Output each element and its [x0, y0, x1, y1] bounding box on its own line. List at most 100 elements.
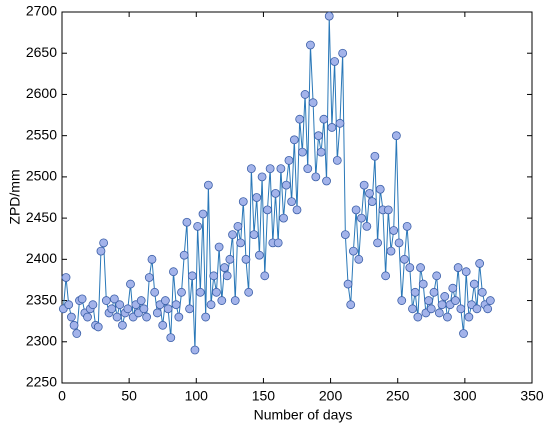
data-point [426, 304, 436, 314]
x-tick-label: 0 [58, 388, 66, 404]
data-point [230, 296, 240, 305]
data-point [112, 312, 122, 322]
data-point [394, 238, 404, 248]
data-point [115, 300, 125, 310]
data-point [332, 155, 342, 165]
data-point [93, 322, 103, 332]
data-point [222, 271, 232, 281]
data-point [246, 164, 256, 174]
x-tick-label: 50 [121, 388, 137, 404]
data-point [300, 90, 310, 99]
x-axis-label: Number of days [254, 407, 353, 423]
data-point [109, 294, 119, 304]
data-point [367, 197, 377, 207]
data-point [101, 296, 111, 305]
data-point [338, 48, 348, 58]
data-point [193, 221, 203, 231]
data-point [362, 221, 372, 231]
data-point [72, 329, 82, 338]
data-point [402, 221, 412, 231]
data-point [142, 312, 152, 322]
data-point [311, 172, 321, 182]
y-tick-label: 2650 [26, 44, 57, 60]
data-point [348, 246, 358, 256]
data-point [370, 151, 380, 161]
data-point [171, 300, 181, 310]
data-point [214, 242, 224, 252]
data-point [225, 254, 235, 264]
data-point [254, 250, 264, 260]
data-point [397, 296, 407, 305]
data-point [271, 188, 280, 198]
data-point [187, 271, 197, 281]
y-tick-label: 2350 [26, 291, 57, 307]
data-point [177, 287, 186, 297]
x-tick-label: 250 [386, 388, 410, 404]
data-point [77, 294, 87, 304]
data-point [67, 312, 76, 322]
data-point [163, 304, 173, 314]
data-point [306, 40, 315, 50]
data-point [472, 304, 482, 314]
data-point [220, 263, 229, 272]
data-point [212, 287, 221, 297]
data-point [324, 11, 334, 21]
data-point [373, 238, 382, 248]
data-point [451, 296, 460, 305]
data-point [279, 213, 288, 223]
x-tick-label: 150 [252, 388, 276, 404]
data-point [64, 300, 74, 310]
data-point [238, 197, 248, 207]
data-point [434, 308, 444, 318]
data-point [174, 312, 184, 322]
data-point [126, 279, 135, 289]
data-point [424, 296, 434, 305]
data-point [166, 333, 176, 343]
data-point [375, 184, 385, 194]
data-point [477, 287, 487, 297]
data-point [448, 283, 458, 293]
data-point [158, 320, 168, 330]
data-point [400, 254, 409, 264]
data-point [263, 205, 272, 215]
data-point [273, 238, 283, 248]
data-point [206, 300, 216, 310]
data-point [88, 300, 98, 310]
data-point [405, 263, 415, 272]
data-point [308, 98, 318, 108]
data-point [440, 292, 450, 301]
data-point [354, 254, 364, 264]
data-point [322, 176, 331, 186]
data-point [359, 180, 369, 190]
data-point [461, 267, 471, 277]
data-point [179, 250, 189, 260]
data-point [244, 287, 254, 297]
data-point [330, 57, 340, 66]
data-point [389, 226, 399, 235]
data-point [469, 279, 479, 289]
data-point [453, 263, 463, 272]
data-point [357, 213, 366, 223]
data-point [123, 304, 133, 314]
data-point [287, 197, 297, 207]
y-tick-label: 2250 [26, 374, 57, 390]
data-point [316, 147, 326, 157]
data-point [265, 164, 275, 174]
data-point [297, 147, 307, 157]
data-point [69, 320, 79, 330]
data-point [260, 271, 270, 281]
data-point [228, 230, 237, 240]
data-point [408, 304, 417, 314]
data-point [169, 267, 178, 277]
plot-frame [61, 11, 533, 384]
data-point [432, 271, 442, 281]
data-point [233, 221, 243, 231]
data-point [136, 296, 146, 305]
data-point [413, 312, 423, 322]
data-point [257, 172, 267, 182]
data-point [416, 263, 425, 272]
data-point [241, 254, 251, 264]
data-point [410, 287, 420, 297]
data-point [442, 312, 452, 322]
x-tick-label: 300 [453, 388, 477, 404]
